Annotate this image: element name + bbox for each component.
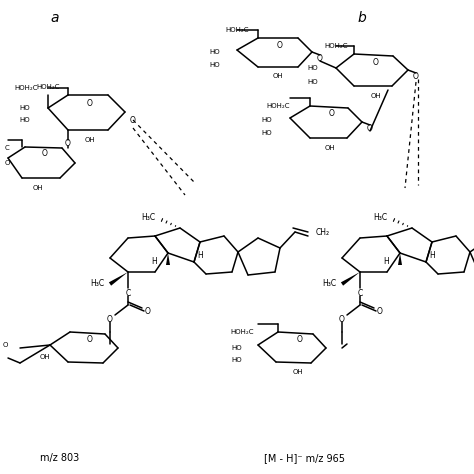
- Text: b: b: [357, 11, 366, 25]
- Polygon shape: [166, 253, 170, 265]
- Text: H: H: [151, 257, 157, 266]
- Text: HOH₂C: HOH₂C: [230, 329, 254, 335]
- Polygon shape: [341, 272, 360, 286]
- Text: CH₂: CH₂: [316, 228, 330, 237]
- Text: HO: HO: [307, 65, 318, 71]
- Text: O: O: [87, 99, 93, 108]
- Text: H₃C: H₃C: [141, 212, 155, 221]
- Text: H₃C: H₃C: [373, 212, 387, 221]
- Text: O: O: [367, 124, 373, 133]
- Text: C: C: [126, 289, 131, 298]
- Polygon shape: [109, 272, 128, 286]
- Text: O: O: [329, 109, 335, 118]
- Text: HO: HO: [210, 62, 220, 68]
- Text: OH: OH: [325, 145, 335, 151]
- Text: HO: HO: [307, 79, 318, 85]
- Text: m/z 803: m/z 803: [40, 453, 80, 463]
- Text: O: O: [377, 307, 383, 316]
- Text: H: H: [383, 257, 389, 266]
- Text: C: C: [357, 289, 363, 298]
- Text: C: C: [5, 145, 10, 151]
- Text: O: O: [145, 307, 151, 316]
- Text: HOH₂C: HOH₂C: [225, 27, 249, 33]
- Text: H₃C: H₃C: [322, 280, 336, 289]
- Text: H₃C: H₃C: [90, 280, 104, 289]
- Text: OH: OH: [33, 185, 43, 191]
- Text: O: O: [339, 315, 345, 323]
- Text: O: O: [65, 138, 71, 147]
- Text: O: O: [5, 160, 10, 166]
- Text: O: O: [297, 336, 303, 345]
- Text: H: H: [197, 250, 203, 259]
- Text: O: O: [42, 148, 48, 157]
- Text: HOH₂C: HOH₂C: [15, 85, 38, 91]
- Text: OH: OH: [85, 137, 95, 143]
- Text: O: O: [373, 57, 379, 66]
- Text: HO: HO: [231, 345, 242, 351]
- Text: HO: HO: [210, 49, 220, 55]
- Text: O: O: [413, 72, 419, 81]
- Text: OH: OH: [273, 73, 283, 79]
- Text: O: O: [277, 40, 283, 49]
- Text: O: O: [107, 315, 113, 323]
- Text: [M - H]⁻ m/z 965: [M - H]⁻ m/z 965: [264, 453, 346, 463]
- Text: HO: HO: [261, 117, 272, 123]
- Text: OH: OH: [371, 93, 381, 99]
- Text: O: O: [130, 116, 136, 125]
- Text: a: a: [51, 11, 59, 25]
- Text: OH: OH: [40, 354, 50, 360]
- Text: O: O: [87, 336, 93, 345]
- Text: HO: HO: [19, 117, 30, 123]
- Text: O: O: [3, 342, 8, 348]
- Text: HO: HO: [19, 105, 30, 111]
- Text: OH: OH: [292, 369, 303, 375]
- Text: HOH₂C: HOH₂C: [266, 103, 290, 109]
- Text: HO: HO: [231, 357, 242, 363]
- Polygon shape: [398, 253, 402, 265]
- Text: HOH₂C: HOH₂C: [36, 84, 60, 90]
- Text: HO: HO: [261, 130, 272, 136]
- Text: O: O: [317, 54, 323, 63]
- Text: HOH₂C: HOH₂C: [324, 43, 348, 49]
- Text: H: H: [429, 250, 435, 259]
